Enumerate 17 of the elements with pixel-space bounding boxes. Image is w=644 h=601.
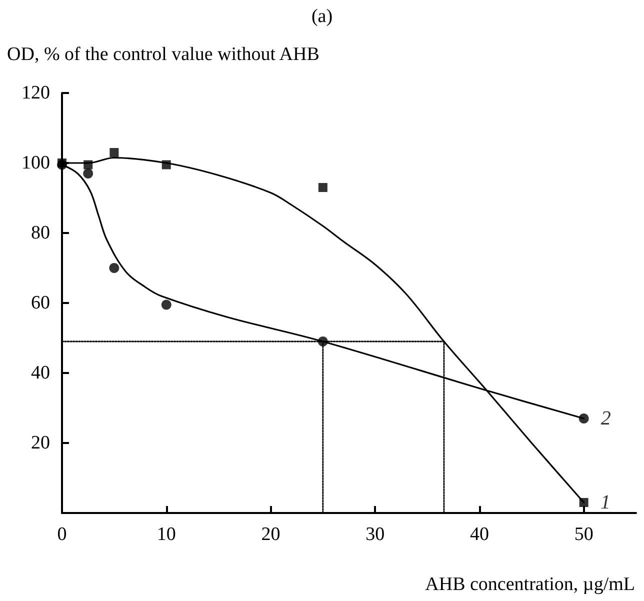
y-tick-label: 60 — [31, 292, 50, 314]
x-tick-label: 40 — [470, 524, 489, 545]
x-tick-label: 30 — [366, 524, 385, 545]
y-tick-label: 120 — [22, 82, 50, 104]
x-tick-label: 20 — [261, 524, 280, 545]
y-tick-label: 40 — [31, 362, 50, 384]
x-tick-label: 10 — [156, 524, 176, 545]
x-tick-label: 0 — [57, 524, 67, 545]
y-tick-label: 100 — [22, 152, 50, 174]
x-axis-title: AHB concentration, µg/mL — [425, 574, 636, 595]
chart-title: (a) — [311, 6, 333, 27]
y-tick-label: 20 — [31, 432, 50, 454]
legend-label: 1 — [600, 492, 610, 514]
x-tick-label: 50 — [574, 524, 594, 545]
y-tick-label: 80 — [31, 222, 50, 244]
series-label: 2 — [600, 408, 611, 430]
y-axis-title: OD, % of the control value without AHB — [7, 44, 320, 65]
